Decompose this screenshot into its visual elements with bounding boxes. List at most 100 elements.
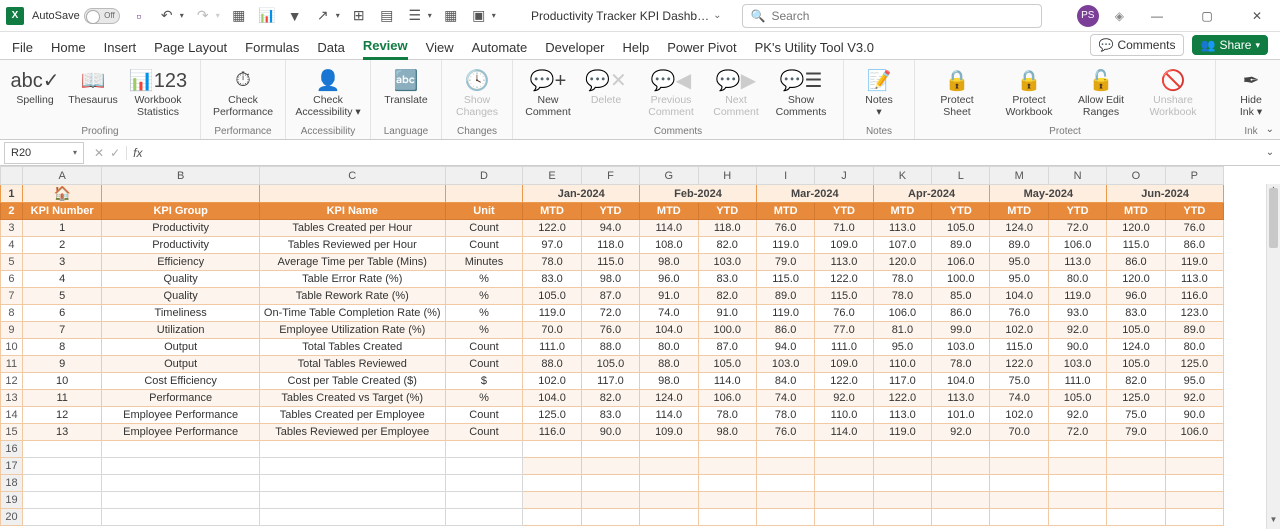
cell[interactable]: 1 [22,220,101,237]
cell[interactable]: 117.0 [581,373,639,390]
row-header-8[interactable]: 8 [1,305,23,322]
cell[interactable]: 124.0 [990,220,1048,237]
cell[interactable]: 110.0 [815,407,873,424]
cell[interactable]: 105.0 [698,356,756,373]
row-header-15[interactable]: 15 [1,424,23,441]
chart-icon[interactable]: 📊 [258,7,276,25]
cell[interactable]: 100.0 [932,271,990,288]
cell[interactable]: 8 [22,339,101,356]
cell[interactable]: 122.0 [873,390,931,407]
cell[interactable]: 76.0 [756,424,814,441]
cell[interactable]: 84.0 [756,373,814,390]
cell[interactable]: 115.0 [815,288,873,305]
list-icon[interactable]: ☰ [406,7,424,25]
cell[interactable]: 90.0 [1048,339,1106,356]
cell[interactable]: 71.0 [815,220,873,237]
cell[interactable]: 114.0 [640,407,698,424]
check-button[interactable]: ⏱CheckPerformance [209,64,277,118]
cell[interactable]: 111.0 [1048,373,1106,390]
cell[interactable]: 117.0 [873,373,931,390]
cell[interactable]: 102.0 [990,322,1048,339]
cell[interactable]: Tables Created per Hour [259,220,445,237]
cell[interactable]: 107.0 [873,237,931,254]
cell[interactable]: 82.0 [581,390,639,407]
row-header-7[interactable]: 7 [1,288,23,305]
cell[interactable]: 125.0 [523,407,581,424]
cell[interactable]: 95.0 [1165,373,1223,390]
filename[interactable]: Productivity Tracker KPI Dashb… ⌄ [531,9,721,23]
cell[interactable]: 12 [22,407,101,424]
cell[interactable]: 119.0 [756,237,814,254]
cell[interactable]: 109.0 [640,424,698,441]
undo-icon[interactable]: ↶ [158,7,176,25]
tab-insert[interactable]: Insert [104,40,137,59]
row-header-1[interactable]: 1 [1,185,23,203]
cell[interactable]: 80.0 [1165,339,1223,356]
cell[interactable]: 76.0 [756,220,814,237]
tab-pk-s-utility-tool-v3-0[interactable]: PK's Utility Tool V3.0 [755,40,874,59]
cell[interactable]: Tables Created vs Target (%) [259,390,445,407]
grid-icon[interactable]: ▦ [442,7,460,25]
cell[interactable]: 119.0 [756,305,814,322]
cell[interactable]: 2 [22,237,101,254]
cell[interactable]: Table Error Rate (%) [259,271,445,288]
cell[interactable]: Count [445,237,523,254]
row-header-11[interactable]: 11 [1,356,23,373]
col-header-E[interactable]: E [523,167,581,185]
cell[interactable]: Count [445,220,523,237]
cell[interactable]: 105.0 [1107,356,1165,373]
cell[interactable]: 74.0 [756,390,814,407]
cell[interactable]: 108.0 [640,237,698,254]
cell[interactable]: 125.0 [1165,356,1223,373]
new-button[interactable]: 💬+NewComment [521,64,575,118]
cell[interactable]: 104.0 [932,373,990,390]
cell[interactable]: % [445,390,523,407]
cell[interactable]: 95.0 [990,254,1048,271]
row-header-5[interactable]: 5 [1,254,23,271]
col-header-O[interactable]: O [1107,167,1165,185]
cell[interactable]: 3 [22,254,101,271]
cell[interactable]: 106.0 [1165,424,1223,441]
cell[interactable]: Timeliness [102,305,260,322]
redo-icon[interactable]: ↷ [194,7,212,25]
row-header-17[interactable]: 17 [1,458,23,475]
cell[interactable]: 122.0 [815,271,873,288]
col-header-N[interactable]: N [1048,167,1106,185]
cell[interactable]: Tables Reviewed per Hour [259,237,445,254]
cell[interactable]: 115.0 [990,339,1048,356]
cell[interactable]: 90.0 [1165,407,1223,424]
cell[interactable]: 115.0 [581,254,639,271]
cell[interactable]: 105.0 [1107,322,1165,339]
cell[interactable]: 94.0 [581,220,639,237]
autosave-toggle[interactable]: Off [84,8,120,24]
show-button[interactable]: 💬☰ShowComments [767,64,835,118]
expand-formula-icon[interactable]: ⌄ [1260,147,1280,158]
tab-developer[interactable]: Developer [545,40,604,59]
cell[interactable]: 85.0 [932,288,990,305]
cell[interactable]: 122.0 [990,356,1048,373]
cell[interactable]: 72.0 [1048,220,1106,237]
cell[interactable]: 111.0 [523,339,581,356]
cell[interactable]: 83.0 [698,271,756,288]
cell[interactable]: 103.0 [932,339,990,356]
cell[interactable]: 109.0 [815,356,873,373]
row-header-3[interactable]: 3 [1,220,23,237]
cell[interactable]: Tables Reviewed per Employee [259,424,445,441]
save-icon[interactable]: ▫ [130,7,148,25]
row-header-6[interactable]: 6 [1,271,23,288]
cell[interactable]: 104.0 [990,288,1048,305]
cell[interactable]: 115.0 [756,271,814,288]
cell[interactable]: Table Rework Rate (%) [259,288,445,305]
table-icon[interactable]: ▤ [378,7,396,25]
cell[interactable]: 90.0 [581,424,639,441]
row-header-16[interactable]: 16 [1,441,23,458]
tab-view[interactable]: View [426,40,454,59]
row-header-18[interactable]: 18 [1,475,23,492]
minimize-button[interactable]: — [1140,4,1174,28]
fx-icon[interactable]: fx [127,146,148,160]
cell[interactable]: 113.0 [932,390,990,407]
maximize-button[interactable]: ▢ [1190,4,1224,28]
cell[interactable]: 78.0 [523,254,581,271]
tab-page-layout[interactable]: Page Layout [154,40,227,59]
cell[interactable]: 82.0 [698,288,756,305]
